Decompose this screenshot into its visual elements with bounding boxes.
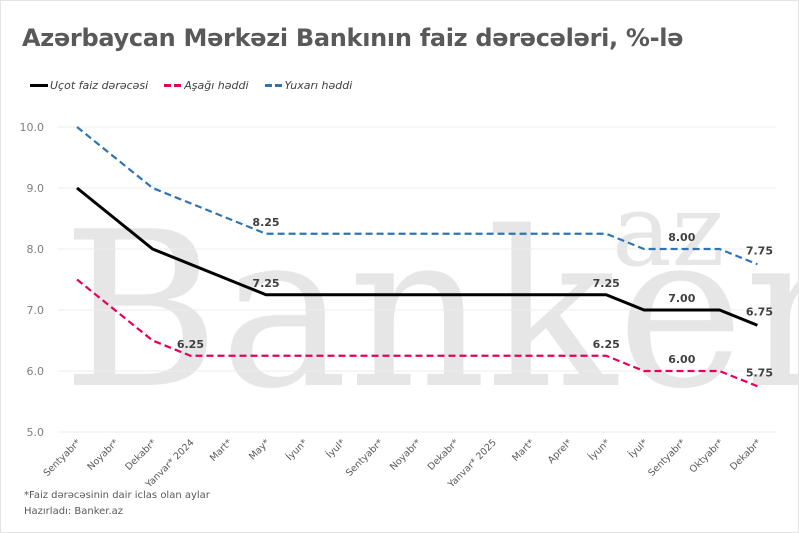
series-line [76,186,758,327]
data-label: 6.25 [177,338,204,351]
y-tick-label: 8.0 [27,243,45,256]
legend-swatch-dashed-icon [164,84,183,87]
footnote-meeting-months: *Faiz dərəcəsinin dair iclas olan aylar [24,490,210,501]
data-label: 6.25 [593,338,620,351]
x-tick-label: Aprel* [546,437,575,466]
x-tick-label: Mart* [208,437,235,464]
legend-item-upper-bound: Yuxarı həddi [264,79,353,92]
x-tick-label: Sentyabr* [646,437,688,479]
x-tick-label: Dekabr* [123,437,159,473]
data-label: 7.25 [593,277,620,290]
x-tick-label: İyun* [284,437,310,463]
data-label: 6.75 [746,305,773,318]
chart-title: Azərbaycan Mərkəzi Bankının faiz dərəcəl… [22,24,684,52]
y-tick-label: 7.0 [27,304,45,317]
y-tick-label: 5.0 [27,426,45,439]
x-tick-label: Noyabr* [388,437,424,473]
data-label: 6.00 [668,353,695,366]
x-tick-label: İyul* [627,437,650,460]
legend-swatch-solid-icon [30,84,48,87]
data-label: 5.75 [746,366,773,379]
data-label: 7.75 [746,244,773,257]
y-tick-label: 9.0 [27,182,45,195]
data-label: 7.00 [668,292,695,305]
legend-label: Aşağı həddi [184,79,249,92]
x-tick-label: Noyabr* [86,437,122,473]
x-tick-label: Dekabr* [728,437,764,473]
y-tick-label: 6.0 [27,365,45,378]
x-tick-label: Sentyabr* [344,437,386,479]
watermark-superscript: az [612,172,724,289]
y-tick-label: 10.0 [20,121,45,134]
series-line [76,278,758,388]
legend-label: Yuxarı həddi [284,79,353,92]
x-tick-label: Dekabr* [426,437,462,473]
legend-label: Uçot faiz dərəcəsi [50,79,149,92]
legend-swatch-dashed-icon [264,84,283,87]
x-tick-label: May* [247,437,272,462]
series-line [76,126,758,266]
chart-legend: Uçot faiz dərəcəsi Aşağı həddi Yuxarı hə… [30,79,352,92]
x-tick-label: Mart* [510,437,537,464]
legend-item-lower-bound: Aşağı həddi [164,79,249,92]
x-tick-label: İyun* [587,437,613,463]
legend-item-policy-rate: Uçot faiz dərəcəsi [30,79,148,92]
data-label: 8.25 [252,216,279,229]
footnote-source: Hazırladı: Banker.az [24,506,124,517]
x-tick-label: Oktyabr* [688,437,726,475]
data-label: 7.25 [252,277,279,290]
data-label: 8.00 [668,231,695,244]
x-tick-label: İyul* [324,437,347,460]
x-tick-label: Sentyabr* [42,437,84,479]
